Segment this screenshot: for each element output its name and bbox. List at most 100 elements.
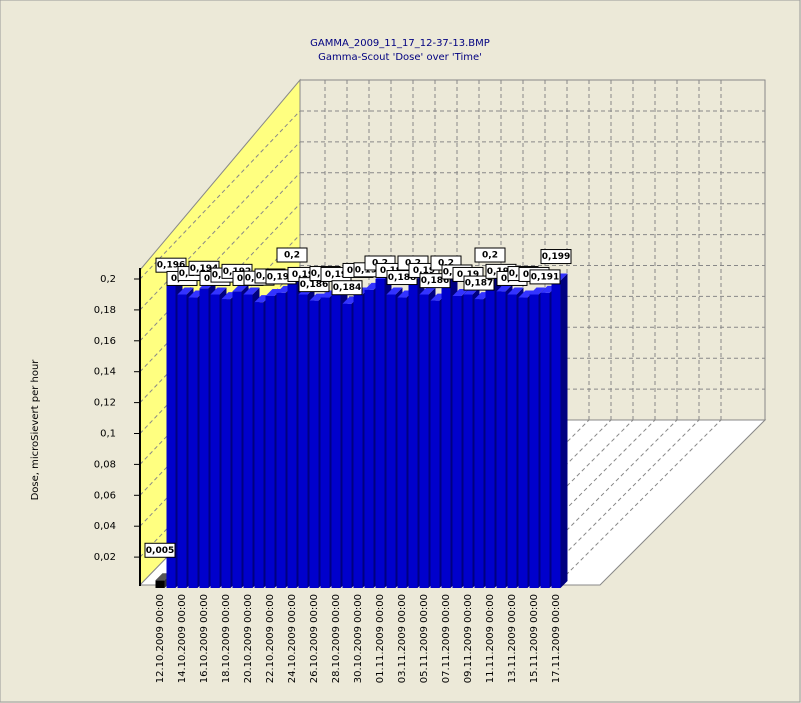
bar [364, 289, 374, 588]
value-label: 0,188 [388, 273, 416, 283]
value-label-box [474, 247, 506, 263]
bar [188, 297, 198, 588]
value-label: 0,2 [438, 259, 454, 269]
x-tick-label: 09.11.2009 00:00 [463, 594, 474, 683]
bar [287, 279, 297, 588]
y-axis-label: Dose, microSievert per hour [30, 359, 41, 501]
bar [166, 285, 176, 588]
y-tick-label: 0,18 [94, 305, 116, 316]
x-tick-label: 18.10.2009 00:00 [221, 594, 232, 683]
value-label: 0,187 [465, 279, 493, 289]
bar [430, 300, 440, 588]
bar-top [265, 288, 282, 296]
bar [342, 303, 352, 588]
bar [441, 279, 451, 588]
bar [397, 297, 407, 588]
value-label: 0,194 [190, 264, 218, 274]
bar [452, 295, 462, 588]
value-label: 0,19 [292, 270, 314, 280]
bar-top [496, 284, 513, 292]
x-tick-label: 13.11.2009 00:00 [507, 594, 518, 683]
y-tick-label: 0,12 [94, 398, 116, 409]
bar [540, 292, 550, 588]
x-tick-label: 15.11.2009 00:00 [529, 594, 540, 683]
bar [320, 297, 330, 588]
bar [221, 299, 231, 588]
value-label-box [540, 249, 572, 265]
bar-side [560, 273, 568, 588]
y-tick-label: 0,14 [94, 367, 116, 378]
x-tick-label: 01.11.2009 00:00 [375, 594, 386, 683]
value-label: 0,191 [531, 272, 559, 282]
bar [331, 294, 341, 588]
bar [419, 294, 429, 588]
value-label: 0,19 [413, 266, 435, 276]
y-tick-label: 0,2 [100, 274, 116, 285]
y-tick-label: 0,06 [94, 490, 116, 501]
bar [386, 294, 396, 588]
value-label: 0,199 [542, 252, 570, 262]
bar-top [419, 287, 436, 295]
bar-top [177, 287, 194, 295]
value-label: 0,2 [284, 251, 300, 261]
bar-top [309, 293, 326, 301]
bar [529, 294, 539, 588]
value-label-box [144, 542, 176, 558]
x-tick-label: 30.10.2009 00:00 [353, 594, 364, 683]
bar-top [507, 287, 524, 295]
bar [375, 279, 385, 588]
x-tick-label: 11.11.2009 00:00 [485, 594, 496, 683]
bar [518, 297, 528, 588]
y-tick-label: 0,02 [94, 552, 116, 563]
y-tick-label: 0,1 [100, 429, 116, 440]
bar-top [232, 284, 249, 292]
bar [243, 294, 253, 588]
chart-subtitle: Gamma-Scout 'Dose' over 'Time' [318, 52, 482, 63]
bar [496, 291, 506, 588]
x-tick-label: 07.11.2009 00:00 [441, 594, 452, 683]
x-tick-label: 22.10.2009 00:00 [265, 594, 276, 683]
value-label-box [463, 275, 495, 291]
bar [463, 294, 473, 588]
grid-line [555, 419, 722, 586]
x-tick-label: 05.11.2009 00:00 [419, 594, 430, 683]
grid-line [139, 110, 301, 280]
y-tick-label: 0,16 [94, 336, 116, 347]
chart-title: GAMMA_2009_11_17_12-37-13.BMP [310, 38, 490, 49]
bar-top [386, 287, 403, 295]
bar [155, 580, 165, 588]
bar [551, 280, 561, 588]
bar [177, 294, 187, 588]
x-tick-label: 28.10.2009 00:00 [331, 594, 342, 683]
bar [265, 295, 275, 588]
value-label: 0,186 [421, 276, 449, 286]
x-tick-label: 17.11.2009 00:00 [551, 594, 562, 683]
bar [309, 300, 319, 588]
bar-top [529, 287, 546, 295]
x-tick-label: 26.10.2009 00:00 [309, 594, 320, 683]
bar [507, 294, 517, 588]
bar [474, 299, 484, 588]
bar-top [210, 287, 227, 295]
bar [232, 291, 242, 588]
value-label: 0,196 [157, 261, 185, 271]
value-label: 0,005 [146, 546, 174, 556]
value-label: 0,19 [325, 270, 347, 280]
x-tick-label: 14.10.2009 00:00 [177, 594, 188, 683]
bar [210, 294, 220, 588]
x-tick-label: 03.11.2009 00:00 [397, 594, 408, 683]
bar [199, 288, 209, 588]
value-label: 0,191 [267, 272, 295, 282]
y-tick-label: 0,04 [94, 521, 116, 532]
bar-top [518, 290, 535, 298]
value-label: 0,186 [300, 280, 328, 290]
bar-top [452, 288, 469, 296]
x-tick-label: 20.10.2009 00:00 [243, 594, 254, 683]
x-tick-label: 12.10.2009 00:00 [155, 594, 166, 683]
bar-top [243, 287, 260, 295]
value-label: 0,19 [457, 270, 479, 280]
value-label-box [529, 269, 561, 285]
y-tick-label: 0,08 [94, 459, 116, 470]
x-tick-label: 16.10.2009 00:00 [199, 594, 210, 683]
